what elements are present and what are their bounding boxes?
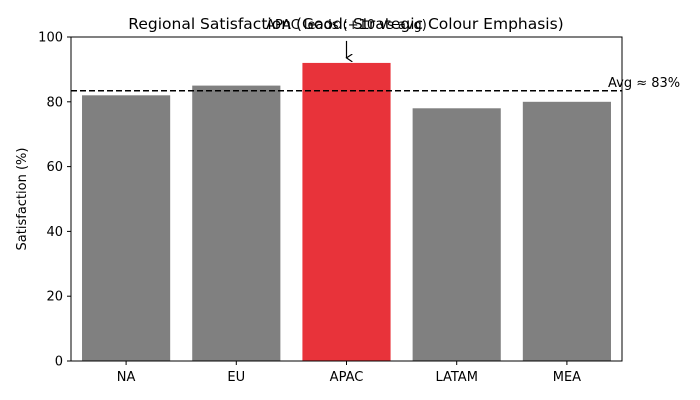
y-axis-label: Satisfaction (%) <box>15 148 30 251</box>
x-axis: NA EU APAC LATAM MEA <box>117 361 581 385</box>
y-tick-label-60: 60 <box>46 160 63 175</box>
bar-eu <box>192 85 281 361</box>
x-tick-label-latam: LATAM <box>435 370 477 385</box>
chart-title: Regional Satisfaction (Good: Strategic C… <box>128 15 563 33</box>
x-tick-label-mea: MEA <box>553 370 581 385</box>
y-tick-label-100: 100 <box>38 31 63 46</box>
bar-apac <box>302 62 391 362</box>
y-tick-label-20: 20 <box>46 290 63 305</box>
bars-group <box>82 62 611 362</box>
bar-mea <box>522 101 611 362</box>
annotation-text: APAC leads (+10 vs avg) <box>266 18 427 33</box>
x-tick-label-na: NA <box>117 370 136 385</box>
x-tick-label-apac: APAC <box>330 370 364 385</box>
y-tick-label-40: 40 <box>46 225 63 240</box>
x-tick-label-eu: EU <box>227 370 245 385</box>
bar-na <box>82 95 171 361</box>
y-axis: 0 20 40 60 80 100 <box>38 31 71 370</box>
bar-latam <box>412 108 501 361</box>
average-line-label: Avg ≈ 83% <box>608 76 680 91</box>
y-tick-label-0: 0 <box>55 355 63 370</box>
y-tick-label-80: 80 <box>46 95 63 110</box>
